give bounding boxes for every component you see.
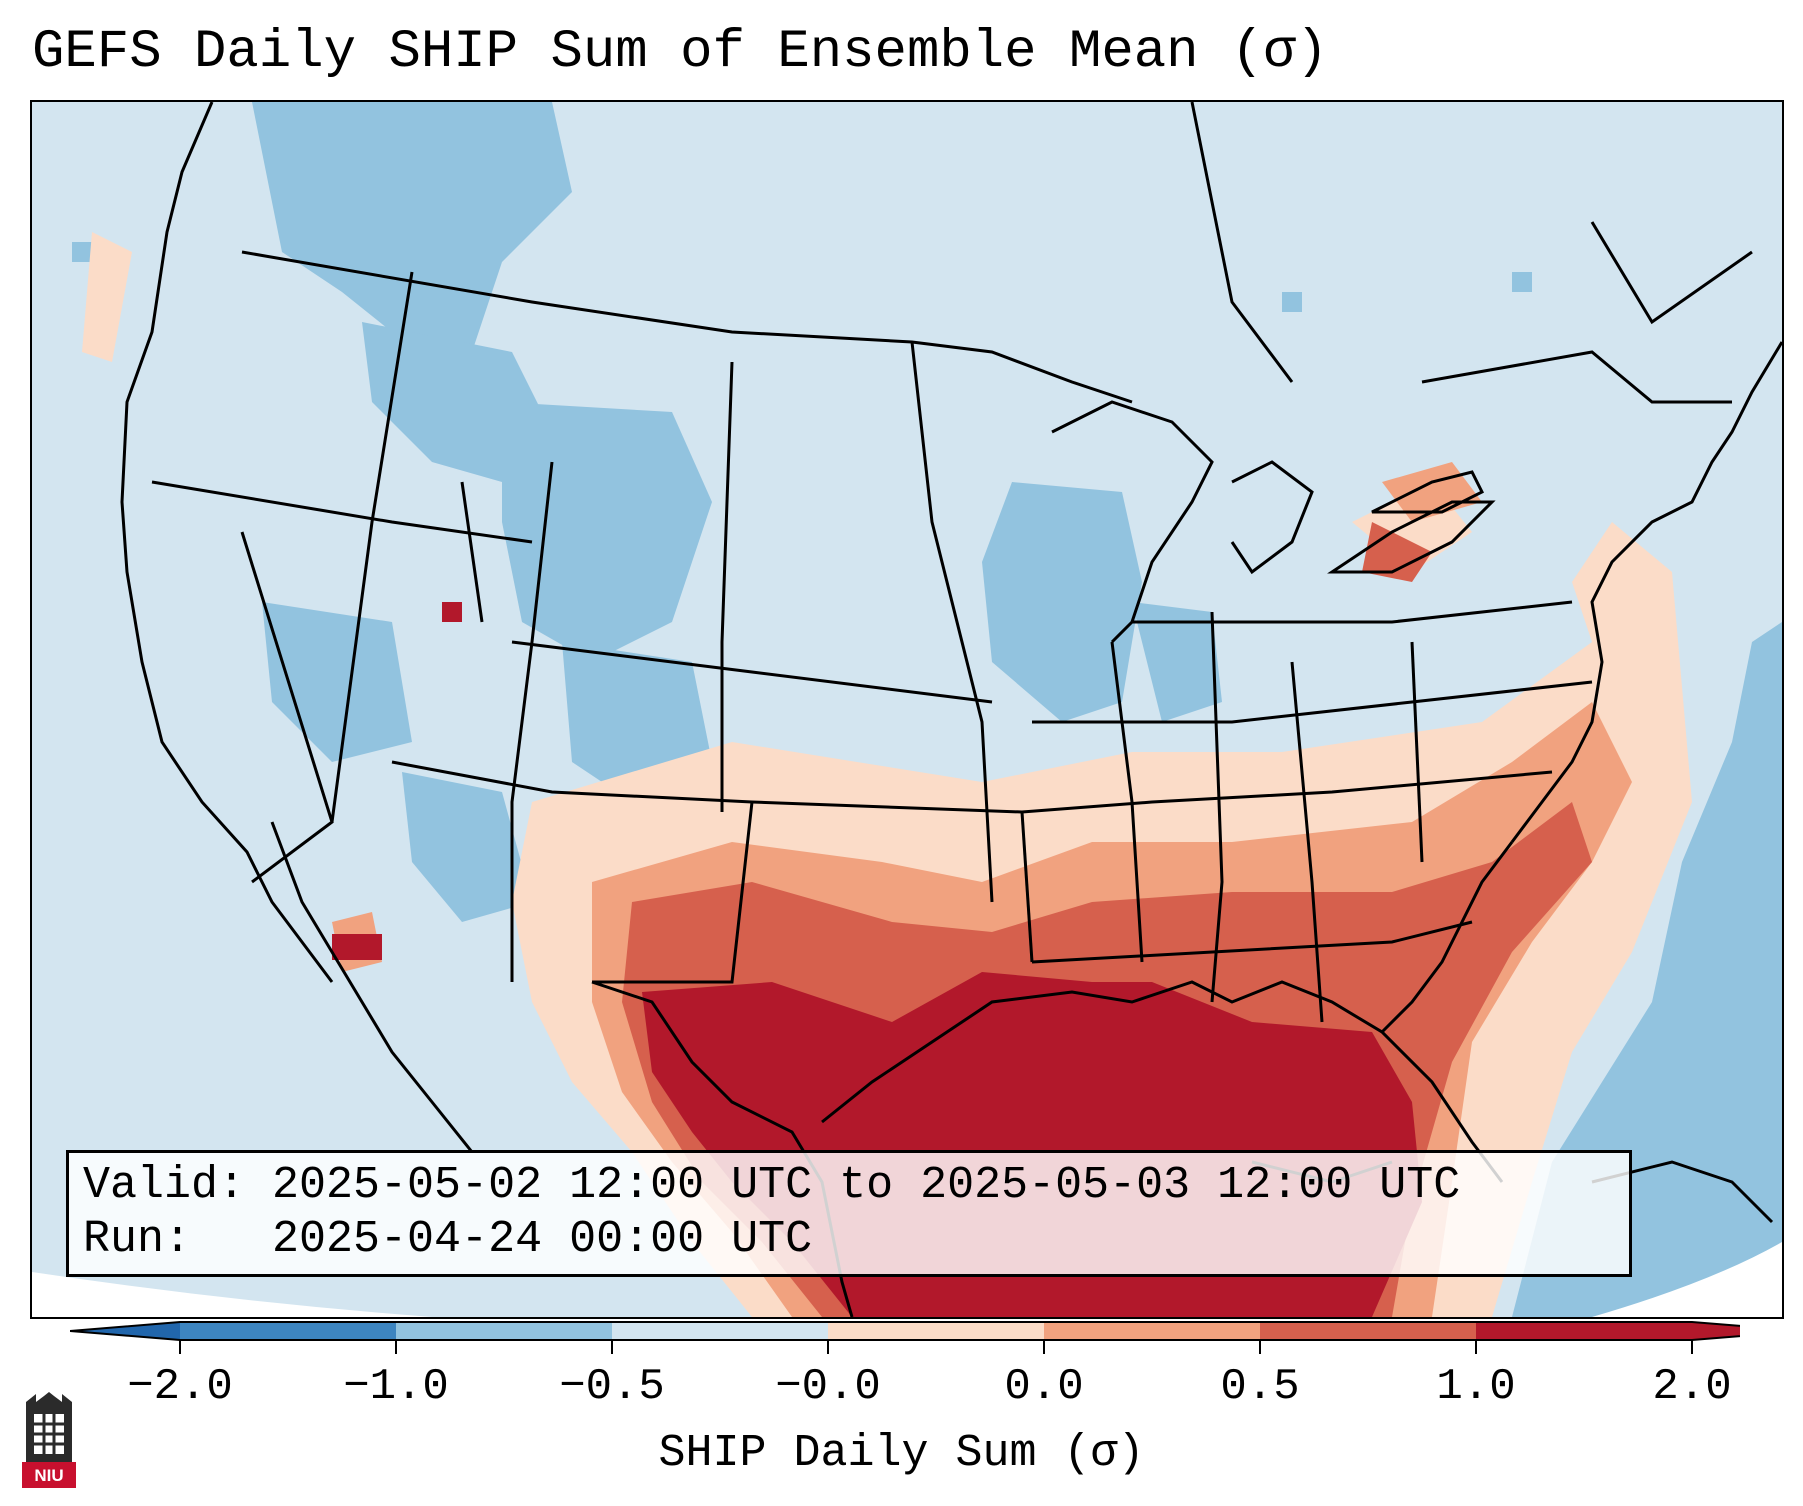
valid-time: Valid: 2025-05-02 12:00 UTC to 2025-05-0… (83, 1160, 1461, 1211)
map-panel[interactable] (30, 100, 1784, 1319)
run-time: Run: 2025-04-24 00:00 UTC (83, 1214, 813, 1265)
colorbar-segment (828, 1322, 1044, 1340)
info-box: Valid: 2025-05-02 12:00 UTC to 2025-05-0… (66, 1150, 1632, 1277)
colorbar-segment (1476, 1322, 1692, 1340)
colorbar-under-extension (70, 1322, 180, 1340)
colorbar-segment (1260, 1322, 1476, 1340)
page-title: GEFS Daily SHIP Sum of Ensemble Mean (σ) (32, 22, 1329, 83)
colorbar-segment (1044, 1322, 1260, 1340)
colorbar-tick-label: 0.5 (1220, 1362, 1300, 1412)
niu-logo-icon (22, 1392, 76, 1488)
colorbar-tick-label: −0.5 (559, 1362, 665, 1412)
colorbar-tick-label: −2.0 (127, 1362, 233, 1412)
colorbar-tick-label: 1.0 (1436, 1362, 1516, 1412)
ship-field-map (32, 102, 1782, 1317)
colorbar-segment (396, 1322, 612, 1340)
boundaries (120, 102, 1782, 1317)
niu-logo-text: NIU (34, 1466, 64, 1485)
colorbar-tick-label: 2.0 (1652, 1362, 1732, 1412)
colorbar-tick-label: 0.0 (1004, 1362, 1084, 1412)
colorbar-over-extension (1692, 1322, 1740, 1340)
colorbar-segment (612, 1322, 828, 1340)
colorbar-segment (180, 1322, 396, 1340)
colorbar-label: SHIP Daily Sum (σ) (658, 1428, 1145, 1479)
colorbar-tick-label: −1.0 (343, 1362, 449, 1412)
colorbar (70, 1321, 1740, 1354)
colorbar-tick-label: −0.0 (775, 1362, 881, 1412)
